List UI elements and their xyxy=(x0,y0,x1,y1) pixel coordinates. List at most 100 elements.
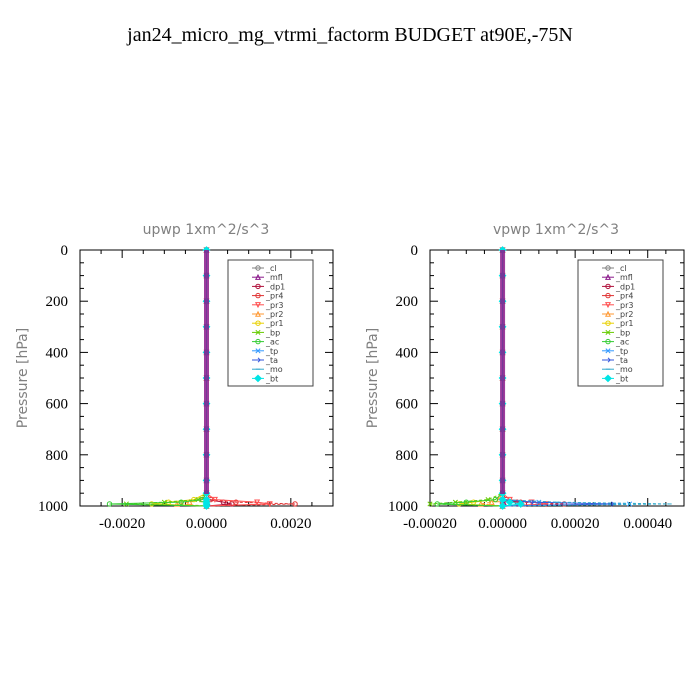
series-line xyxy=(502,250,670,507)
y-tick-label: 0 xyxy=(61,243,69,259)
legend-label: _bp xyxy=(265,328,280,337)
legend-item: _bt xyxy=(602,374,628,383)
legend-marker xyxy=(605,292,611,299)
y-tick-label: 600 xyxy=(46,397,69,413)
data-point xyxy=(488,498,495,505)
legend-item: _pr1 xyxy=(252,319,283,328)
legend-marker xyxy=(254,273,262,280)
legend-label: _pr2 xyxy=(615,310,633,319)
data-point xyxy=(609,501,615,507)
data-point xyxy=(427,501,433,507)
legend-item: _mfl xyxy=(602,273,633,282)
legend-label: _pr2 xyxy=(265,310,283,319)
series-ac xyxy=(434,247,506,509)
panel-upwp: upwp 1xm^2/s^3 Pressure [hPa] 0 200 400 600… xyxy=(15,222,334,532)
y-axis-label: Pressure [hPa] xyxy=(365,328,381,428)
legend-label: _bp xyxy=(615,328,630,337)
legend-label: _mo xyxy=(615,365,633,374)
legend-item: _pr2 xyxy=(252,310,283,319)
legend-item: _pr2 xyxy=(602,310,633,319)
legend-marker xyxy=(255,265,261,271)
series-pr1 xyxy=(456,247,506,509)
legend-item: _ac xyxy=(252,338,279,347)
legend-marker xyxy=(255,338,261,345)
y-tick-label: 800 xyxy=(396,448,419,464)
data-point xyxy=(529,499,535,505)
series-line xyxy=(502,250,547,507)
legend-label: _pr3 xyxy=(265,301,283,310)
x-tick-label: 0.0020 xyxy=(270,516,311,532)
y-tick-label: 0 xyxy=(411,243,419,259)
legend-item: _cl xyxy=(602,264,627,273)
legend-item: _pr4 xyxy=(252,292,283,301)
data-point xyxy=(186,498,193,505)
legend-marker xyxy=(255,320,261,326)
legend-marker xyxy=(255,283,261,290)
legend-label: _dp1 xyxy=(265,282,285,291)
data-point xyxy=(233,499,239,505)
legend-item: _bp xyxy=(602,328,630,337)
data-point xyxy=(178,499,184,505)
y-tick-label: 600 xyxy=(396,397,419,413)
legend-marker xyxy=(604,374,612,383)
data-point xyxy=(463,499,469,505)
legend-label: _tp xyxy=(265,347,278,356)
legend-box xyxy=(577,259,664,387)
legend-label: _pr1 xyxy=(265,319,283,328)
legend-marker xyxy=(604,273,612,280)
series-bp xyxy=(427,247,506,509)
x-tick-label: -0.00020 xyxy=(403,516,457,532)
legend: _cl_mfl_dp1_pr4_pr3_pr2_pr1_bp_ac_tp_ta_… xyxy=(227,259,314,387)
legend-item: _mo xyxy=(252,365,283,374)
data-point xyxy=(254,499,261,506)
legend-label: _cl xyxy=(265,264,277,273)
legend-item: _cl xyxy=(252,264,277,273)
legend-item: _ta xyxy=(602,356,628,365)
legend-marker xyxy=(605,348,611,354)
series-ac xyxy=(106,247,210,509)
y-axis-label: Pressure [hPa] xyxy=(15,328,31,428)
legend-marker xyxy=(254,374,262,383)
series-line xyxy=(502,250,565,507)
data-point xyxy=(173,500,180,507)
legend-item: _pr1 xyxy=(602,319,633,328)
legend-item: _dp1 xyxy=(602,282,635,291)
legend-marker xyxy=(605,329,611,335)
legend-label: _ta xyxy=(615,356,628,365)
series-line xyxy=(437,250,504,507)
legend-label: _bt xyxy=(265,374,278,383)
data-point xyxy=(106,501,113,507)
legend-item: _pr3 xyxy=(252,301,283,310)
legend-marker xyxy=(605,357,611,363)
legend: _cl_mfl_dp1_pr4_pr3_pr2_pr1_bp_ac_tp_ta_… xyxy=(577,259,664,387)
data-point xyxy=(561,501,567,507)
legend-label: _pr4 xyxy=(615,292,633,301)
legend-item: _bp xyxy=(252,328,280,337)
legend-marker xyxy=(255,357,261,363)
data-point xyxy=(195,497,201,503)
legend-label: _dp1 xyxy=(615,282,635,291)
x-tick-label: 0.0000 xyxy=(186,516,227,532)
legend-item: _mfl xyxy=(252,273,283,282)
y-tick-label: 400 xyxy=(396,345,419,361)
legend-label: _ac xyxy=(615,338,629,347)
data-point xyxy=(292,501,298,507)
legend-label: _pr3 xyxy=(615,301,633,310)
legend-marker xyxy=(255,329,261,335)
legend-marker xyxy=(604,310,612,317)
x-tick-label: 0.00000 xyxy=(478,516,527,532)
data-point xyxy=(477,500,484,507)
legend-label: _pr4 xyxy=(265,292,283,301)
series-bp xyxy=(123,247,210,509)
legend-item: _bt xyxy=(252,374,278,383)
panel-vpwp: vpwp 1xm^2/s^3 Pressure [hPa] 0 200 400 600… xyxy=(365,222,685,532)
panel-title: upwp 1xm^2/s^3 xyxy=(143,222,270,238)
legend-marker xyxy=(604,302,612,309)
legend-item: _ta xyxy=(252,356,278,365)
x-tick-label: -0.0020 xyxy=(99,516,145,532)
legend-item: _pr3 xyxy=(602,301,633,310)
data-point xyxy=(211,496,218,503)
legend-label: _ta xyxy=(265,356,278,365)
